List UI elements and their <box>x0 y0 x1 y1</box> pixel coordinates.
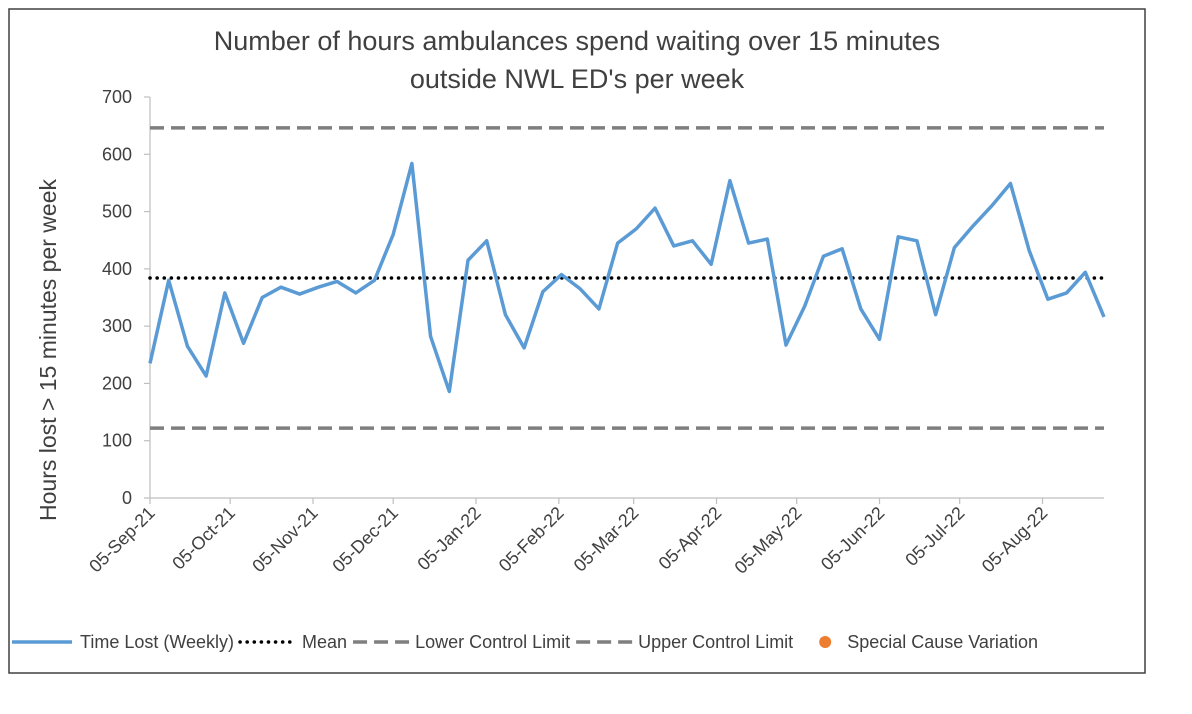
legend-label: Lower Control Limit <box>415 632 570 652</box>
chart-title: Number of hours ambulances spend waiting… <box>214 26 940 56</box>
legend-label: Upper Control Limit <box>638 632 793 652</box>
y-tick-label: 300 <box>102 316 132 336</box>
y-tick-label: 500 <box>102 202 132 222</box>
legend-label: Special Cause Variation <box>847 632 1038 652</box>
y-tick-label: 700 <box>102 87 132 107</box>
y-tick-label: 400 <box>102 259 132 279</box>
legend-label: Time Lost (Weekly) <box>80 632 234 652</box>
chart-border <box>8 8 1146 674</box>
legend-swatch <box>819 636 832 648</box>
y-tick-label: 600 <box>102 144 132 164</box>
legend-label: Mean <box>302 632 347 652</box>
y-axis-label: Hours lost > 15 minutes per week <box>35 179 61 521</box>
series-line <box>148 161 1106 394</box>
chart-title: outside NWL ED's per week <box>410 64 745 94</box>
y-tick-label: 200 <box>102 373 132 393</box>
y-tick-label: 100 <box>102 431 132 451</box>
y-tick-label: 0 <box>122 488 132 508</box>
